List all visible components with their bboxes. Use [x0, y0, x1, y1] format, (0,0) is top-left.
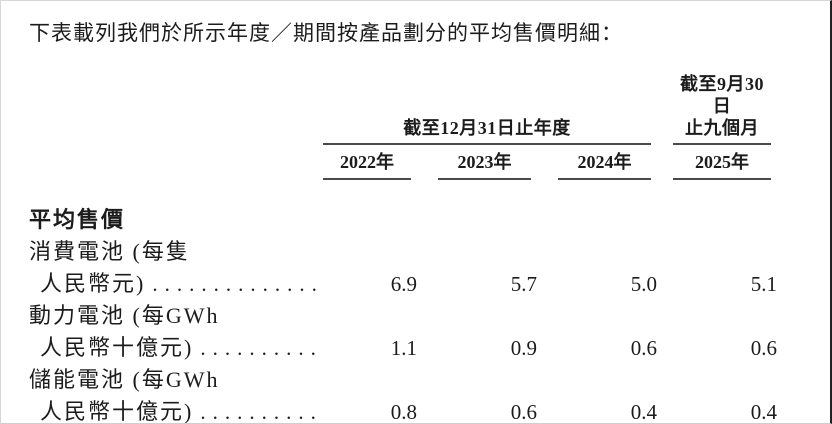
- dot-leader: ..............: [152, 272, 323, 296]
- column-header-2023: 2023年: [438, 152, 531, 180]
- table-header-group-row: 截至12月31日止年度 截至9月30日 止九個月: [29, 73, 771, 145]
- unit-label: 人民幣十億元)..........: [29, 332, 323, 364]
- value-row: 人民幣元).............. 6.9 5.7 5.0 5.1: [29, 268, 777, 300]
- period-group-line1: 截至9月30日: [680, 74, 764, 116]
- unit-text: 人民幣十億元): [40, 335, 194, 360]
- value-2024: 5.0: [630, 272, 657, 296]
- value-row: 人民幣十億元).......... 0.8 0.6 0.4 0.4: [29, 396, 777, 424]
- table-row: 儲能電池 (每GWh 人民幣十億元).......... 0.8 0.6 0.4…: [29, 364, 777, 424]
- unit-label: 人民幣十億元)..........: [29, 396, 323, 424]
- product-name: 動力電池 (每GWh: [29, 303, 220, 328]
- year-group-header: 截至12月31日止年度: [323, 117, 651, 145]
- value-2022: 1.1: [390, 336, 417, 360]
- unit-text: 人民幣十億元): [40, 399, 194, 424]
- value-2023: 0.9: [510, 336, 537, 360]
- unit-text: 人民幣元): [40, 271, 146, 296]
- intro-text: 下表載列我們於所示年度／期間按產品劃分的平均售價明細：: [29, 21, 623, 45]
- period-group-line2: 止九個月: [685, 118, 759, 138]
- unit-label: 人民幣元)..............: [29, 268, 323, 300]
- value-2022: 0.8: [390, 400, 417, 424]
- dot-leader: ..........: [200, 400, 323, 424]
- table-row: 動力電池 (每GWh 人民幣十億元).......... 1.1 0.9 0.6…: [29, 300, 777, 364]
- value-row: 人民幣十億元).......... 1.1 0.9 0.6 0.6: [29, 332, 777, 364]
- period-group-header: 截至9月30日 止九個月: [673, 73, 771, 145]
- section-title: 平均售價: [29, 207, 126, 232]
- column-header-2025: 2025年: [673, 152, 771, 180]
- value-2025: 5.1: [750, 272, 777, 296]
- table-year-header-row: 2022年 2023年 2024年 2025年: [29, 152, 771, 180]
- column-header-2024: 2024年: [558, 152, 651, 180]
- value-2023: 5.7: [510, 272, 537, 296]
- value-2024: 0.6: [630, 336, 657, 360]
- value-2023: 0.6: [510, 400, 537, 424]
- table-row: 消費電池 (每隻 人民幣元).............. 6.9 5.7 5.0…: [29, 236, 777, 300]
- value-2024: 0.4: [630, 400, 657, 424]
- product-name: 儲能電池 (每GWh: [29, 367, 220, 392]
- dot-leader: ..........: [200, 336, 323, 360]
- value-2025: 0.4: [750, 400, 777, 424]
- column-header-2022: 2022年: [323, 152, 411, 180]
- value-2022: 6.9: [390, 272, 417, 296]
- asp-table: 截至12月31日止年度 截至9月30日 止九個月 2022年 2023年 202…: [29, 73, 777, 424]
- product-name: 消費電池 (每隻: [29, 239, 190, 264]
- value-2025: 0.6: [750, 336, 777, 360]
